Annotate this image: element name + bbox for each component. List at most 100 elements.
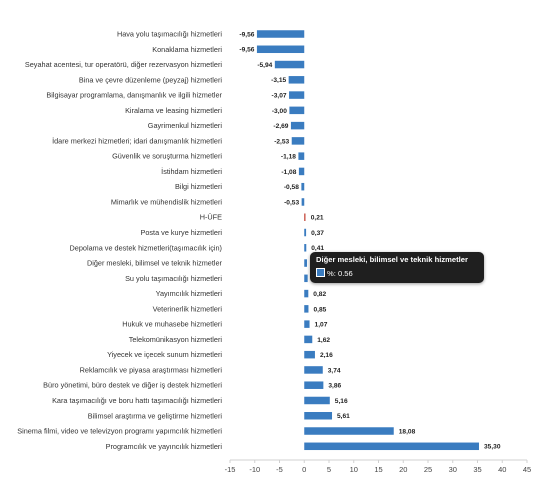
category-label: Mimarlık ve mühendislik hizmetleri xyxy=(111,197,222,206)
category-label: Yayımcılık hizmetleri xyxy=(156,289,223,298)
bar[interactable] xyxy=(304,289,309,298)
x-tick-label: 5 xyxy=(327,465,331,474)
category-label: Bina ve çevre düzenleme (peyzaj) hizmetl… xyxy=(79,75,223,84)
category-label: İdare merkezi hizmetleri; idari danışman… xyxy=(52,136,222,145)
category-label: Seyahat acentesi, tur operatörü, diğer r… xyxy=(25,60,222,69)
value-label: -9,56 xyxy=(239,31,254,38)
bar[interactable] xyxy=(304,350,315,359)
value-label: 0,41 xyxy=(311,245,324,252)
category-label: Bilimsel araştırma ve geliştirme hizmetl… xyxy=(88,411,223,420)
bar[interactable] xyxy=(304,396,330,405)
category-label: Telekomünikasyon hizmetleri xyxy=(129,335,223,344)
x-tick-label: 0 xyxy=(302,465,306,474)
tooltip-value: %: 0.56 xyxy=(327,269,353,278)
category-label: Diğer mesleki, bilimsel ve teknik hizmet… xyxy=(87,259,223,268)
value-label: 1,62 xyxy=(317,337,330,344)
x-tick-label: 35 xyxy=(473,465,481,474)
value-label: 0,85 xyxy=(313,306,326,313)
value-label: -3,15 xyxy=(271,77,286,84)
bar[interactable] xyxy=(301,198,305,206)
bar[interactable] xyxy=(256,45,305,54)
x-axis: -15 -10 -5 0 5 10 15 20 25 30 35 40 45 xyxy=(225,459,531,474)
bar[interactable] xyxy=(304,381,324,389)
category-label: Reklamcılık ve piyasa araştırması hizmet… xyxy=(80,365,223,374)
bar[interactable] xyxy=(304,228,307,237)
value-label: -3,07 xyxy=(272,92,287,99)
value-label: 0,21 xyxy=(311,215,324,222)
category-label: Programcılık ve yayıncılık hizmetleri xyxy=(106,442,223,451)
x-tick-label: 10 xyxy=(350,465,358,474)
series-swatch-icon xyxy=(316,268,325,277)
value-label: 1,07 xyxy=(315,322,328,329)
category-label: Yiyecek ve içecek sunum hizmetleri xyxy=(107,350,222,359)
category-label: Hukuk ve muhasebe hizmetleri xyxy=(122,320,222,329)
bar-highlight[interactable] xyxy=(304,213,306,221)
bar[interactable] xyxy=(301,182,305,191)
value-label: -3,00 xyxy=(272,108,287,115)
value-label: -2,53 xyxy=(274,138,289,145)
tooltip: Diğer mesleki, bilimsel ve teknik hizmet… xyxy=(310,252,484,283)
value-label: 5,16 xyxy=(335,398,348,405)
bar[interactable] xyxy=(274,60,305,69)
x-tick-label: 20 xyxy=(399,465,407,474)
x-tick-label: 45 xyxy=(523,465,531,474)
category-label: Büro yönetimi, büro destek ve diğer iş d… xyxy=(43,381,222,390)
x-tick-label: 25 xyxy=(424,465,432,474)
category-label: Gayrimenkul hizmetleri xyxy=(148,121,223,130)
bar[interactable] xyxy=(304,366,323,374)
bar[interactable] xyxy=(289,91,305,99)
x-tick-label: 40 xyxy=(498,465,506,474)
category-label: Kara taşımacılığı ve boru hattı taşımacı… xyxy=(52,396,222,405)
value-label: -2,69 xyxy=(273,123,288,130)
category-label: Kiralama ve leasing hizmetleri xyxy=(125,106,222,115)
bar[interactable] xyxy=(304,427,394,435)
category-label: İstihdam hizmetleri xyxy=(161,167,222,176)
value-label: 2,16 xyxy=(320,352,333,359)
value-label: -5,94 xyxy=(257,62,272,69)
value-label: -0,53 xyxy=(284,199,299,206)
category-label: Bilgi hizmetleri xyxy=(175,182,222,191)
bar[interactable] xyxy=(304,335,313,344)
value-label: 5,61 xyxy=(337,413,350,420)
bar[interactable] xyxy=(304,274,308,283)
tooltip-title: Diğer mesleki, bilimsel ve teknik hizmet… xyxy=(316,255,468,264)
value-label: -0,58 xyxy=(284,184,299,191)
bar[interactable] xyxy=(304,259,308,267)
bar[interactable] xyxy=(291,137,305,145)
bar[interactable] xyxy=(304,412,333,420)
value-label: 3,74 xyxy=(328,367,341,374)
value-label: 3,86 xyxy=(328,383,341,390)
category-label: Su yolu taşımacılığı hizmetleri xyxy=(125,274,222,283)
category-label: Posta ve kurye hizmetleri xyxy=(140,228,222,237)
category-label: Veterinerlik hizmetleri xyxy=(153,304,223,313)
bar[interactable] xyxy=(304,244,307,252)
x-tick-label: -10 xyxy=(249,465,260,474)
value-label: 0,82 xyxy=(313,291,326,298)
category-labels: Hava yolu taşımacılığı hizmetleri Konakla… xyxy=(17,30,222,451)
value-label: 0,37 xyxy=(311,230,324,237)
bar[interactable] xyxy=(290,121,305,130)
value-label: -9,56 xyxy=(239,47,254,54)
x-tick-label: -5 xyxy=(276,465,283,474)
category-label: Depolama ve destek hizmetleri(taşımacılı… xyxy=(70,243,222,252)
category-label: Hava yolu taşımacılığı hizmetleri xyxy=(117,30,222,39)
bar[interactable] xyxy=(288,76,305,84)
value-label: -1,18 xyxy=(281,154,296,161)
tooltip-value-row: %: 0.56 xyxy=(316,268,353,278)
value-label: -1,08 xyxy=(281,169,296,176)
bar[interactable] xyxy=(256,30,305,38)
bar[interactable] xyxy=(304,320,310,328)
x-tick-label: 30 xyxy=(449,465,457,474)
category-label: H-ÜFE xyxy=(200,213,222,222)
category-label: Konaklama hizmetleri xyxy=(152,45,222,54)
bar[interactable] xyxy=(298,167,305,176)
x-tick-label: -15 xyxy=(225,465,236,474)
bars xyxy=(256,30,479,451)
bar[interactable] xyxy=(304,305,309,313)
value-label: 35,30 xyxy=(484,444,501,451)
bar[interactable] xyxy=(289,106,305,115)
bar[interactable] xyxy=(304,442,479,451)
value-labels: -9,56 -9,56 -5,94 -3,15 -3,07 -3,00 -2,69 -2,53… xyxy=(239,31,500,450)
bar[interactable] xyxy=(298,152,305,160)
